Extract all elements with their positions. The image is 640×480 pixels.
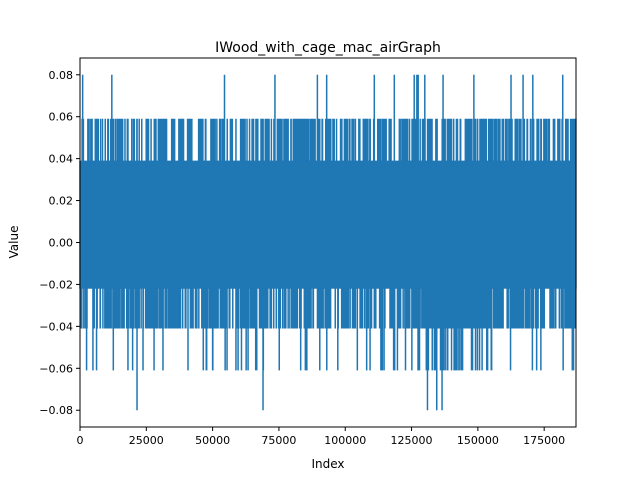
y-tick-label: −0.04	[39, 320, 73, 333]
y-tick-label: 0.02	[49, 195, 74, 208]
axes-frame	[79, 57, 577, 428]
x-tick-label: 100000	[324, 434, 366, 447]
y-tick-label: 0.04	[49, 153, 74, 166]
plot-area	[79, 74, 577, 411]
y-axis: −0.08 −0.06 −0.04 −0.02 0.00 0.02 0.04 0.06 0.08	[39, 69, 80, 417]
x-tick-label: 125000	[391, 434, 433, 447]
chart-title: IWood_with_cage_mac_airGraph	[215, 40, 441, 56]
series-dense-band	[80, 160, 576, 289]
x-tick-label: 0	[77, 434, 84, 447]
y-tick-label: 0.06	[49, 111, 74, 124]
x-tick-label: 150000	[457, 434, 499, 447]
x-axis: 0 25000 50000 75000 100000 125000 150000 175000	[77, 427, 565, 447]
x-tick-label: 175000	[523, 434, 565, 447]
y-axis-label: Value	[7, 226, 21, 259]
y-tick-label: −0.08	[39, 404, 73, 417]
x-tick-label: 75000	[261, 434, 296, 447]
x-tick-label: 25000	[129, 434, 164, 447]
x-axis-label: Index	[311, 457, 344, 471]
y-tick-label: 0.08	[49, 69, 74, 82]
y-tick-label: −0.02	[39, 278, 73, 291]
y-tick-label: 0.00	[49, 237, 74, 250]
x-tick-label: 50000	[195, 434, 230, 447]
y-tick-label: −0.06	[39, 362, 73, 375]
